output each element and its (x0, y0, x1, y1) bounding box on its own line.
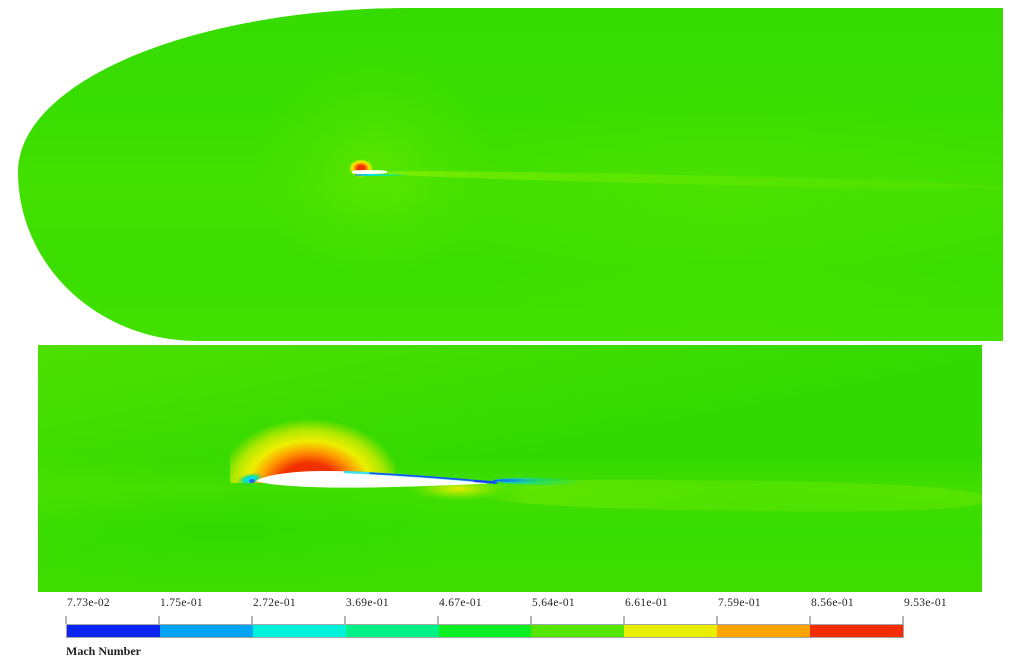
legend-tick-label: 9.53e-01 (904, 597, 947, 609)
airfoil-body (256, 470, 494, 488)
legend-color-segment (624, 625, 718, 637)
legend-tick-mark (623, 616, 625, 624)
near-wake-blue-core (493, 479, 541, 482)
legend-color-segment (67, 625, 160, 637)
legend-color-segment (531, 625, 625, 637)
legend-tick-mark (344, 616, 346, 624)
stagnation-point (249, 479, 255, 483)
farfield-airfoil-body (352, 170, 387, 174)
farfield-contour-view (18, 8, 1003, 341)
legend-tick-label: 7.59e-01 (718, 597, 761, 609)
legend-tick-mark (437, 616, 439, 624)
colorbar-legend: 7.73e-02 1.75e-01 2.72e-01 3.69e-01 4.67… (0, 592, 1020, 664)
legend-color-segment (252, 625, 346, 637)
legend-tick-label: 4.67e-01 (439, 597, 482, 609)
legend-tick-mark (530, 616, 532, 624)
closeup-contour-view (38, 345, 982, 592)
legend-tick-label: 2.72e-01 (253, 597, 296, 609)
legend-color-segment (345, 625, 439, 637)
legend-tick-mark (158, 616, 160, 624)
legend-color-segment (159, 625, 253, 637)
legend-tick-mark (809, 616, 811, 624)
legend-color-segment (810, 625, 904, 637)
legend-tick-label: 3.69e-01 (346, 597, 389, 609)
airfoil-graphic (256, 470, 498, 488)
legend-title: Mach Number (66, 644, 141, 658)
legend-tick-mark (902, 616, 904, 624)
farfield-supersonic-hotspot (344, 154, 378, 180)
legend-color-segment (438, 625, 532, 637)
legend-tick-mark (251, 616, 253, 624)
legend-tick-label: 8.56e-01 (811, 597, 854, 609)
legend-tick-label: 5.64e-01 (532, 597, 575, 609)
legend-tick-label: 7.73e-02 (67, 597, 110, 609)
legend-tick-mark (716, 616, 718, 624)
legend-tick-mark (65, 616, 67, 624)
trailing-edge-blue-blob (473, 479, 498, 484)
farfield-lower-surface-cyan (355, 174, 410, 176)
legend-tick-label: 6.61e-01 (625, 597, 668, 609)
farfield-wake-streak (369, 168, 1003, 192)
legend-color-segment (717, 625, 811, 637)
legend-tick-label: 1.75e-01 (160, 597, 203, 609)
legend-color-bar (66, 624, 904, 638)
